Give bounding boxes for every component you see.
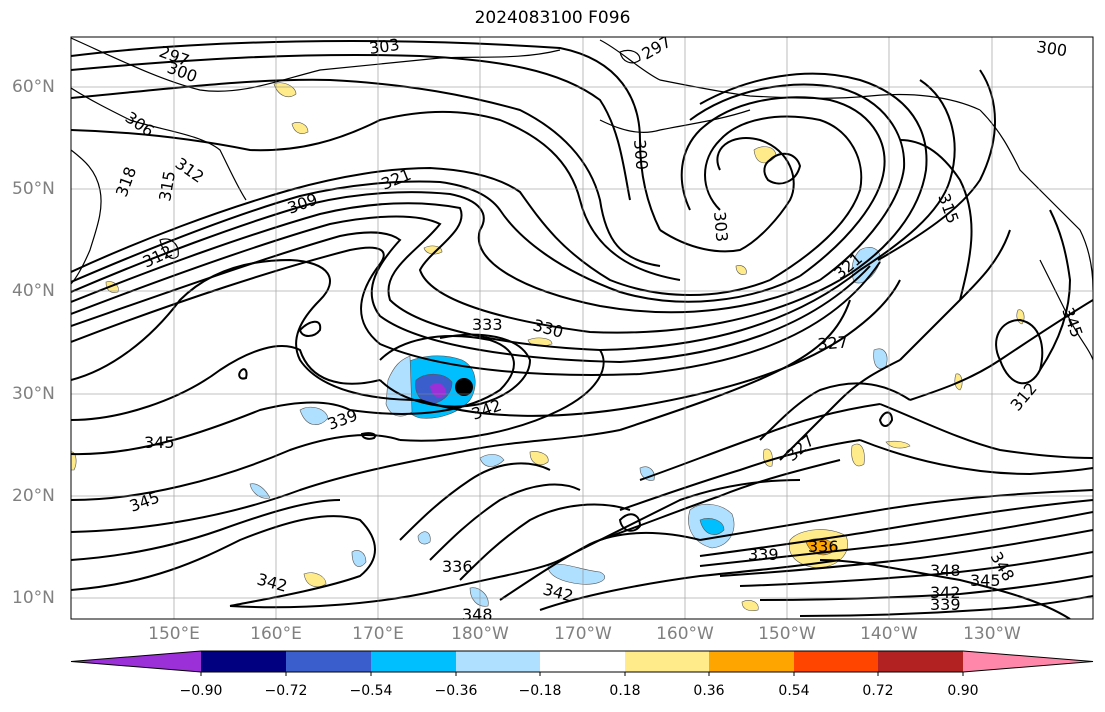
contour-label: 336 [442,557,473,576]
map-content: 297 300 303 297 300 306 312 318 315 309 … [71,32,1093,624]
colorbar-tick-label: −0.36 [434,683,478,699]
lon-label: 140°W [860,624,918,644]
contour-label: 339 [930,595,961,614]
contour-label: 342 [541,580,575,606]
colorbar-segment [709,651,794,672]
lon-label: 170°W [554,624,612,644]
contour-label: 342 [930,583,961,602]
contour-label: 348 [930,561,961,580]
plot-frame [70,36,1094,620]
contour-label: 309 [285,189,320,217]
lon-label: 150°W [758,624,816,644]
colorbar-segment [878,651,963,672]
colorbar-tick-label: −0.18 [518,683,562,699]
colorbar-segment [540,651,625,672]
contour-label: 303 [710,211,732,243]
colorbar-tick-label: 0.36 [693,683,725,699]
lat-label: 30°N [12,384,55,404]
contour-label: 312 [1007,379,1041,415]
cyclone-center-marker [455,378,473,396]
contour-label: 336 [808,537,839,556]
contour-label: 345 [144,433,175,452]
colorbar-tick-label: −0.72 [264,683,308,699]
colorbar-segment [201,651,286,672]
contour-label: 327 [817,332,849,354]
lat-label: 20°N [12,486,55,506]
lat-label: 60°N [12,77,55,97]
contour-label: 315 [155,169,179,202]
contour-label: 300 [1035,37,1068,60]
contour-labels: 297 300 303 297 300 306 312 318 315 309 … [112,32,1087,624]
contour-label: 339 [325,405,360,433]
map-title: 2024083100 F096 [474,8,631,28]
contour-label: 342 [469,395,504,423]
colorbar-segment [456,651,540,672]
lon-label: 170°E [352,624,404,644]
lon-label: 150°E [148,624,200,644]
colorbar-segment [286,651,371,672]
lat-label: 50°N [12,179,55,199]
contour-label: 300 [165,58,200,86]
contour-label: 345 [127,487,162,515]
colorbar-tick-label: 0.72 [862,683,894,699]
lon-label: 130°W [963,624,1021,644]
colorbar-tick-label: 0.90 [947,683,979,699]
contour-label: 327 [782,431,818,465]
colorbar-extend-low [71,651,201,672]
lon-label: 160°W [656,624,714,644]
contour-label: 345 [1058,305,1086,340]
lon-label: 180°W [451,624,509,644]
colorbar [70,650,1094,676]
colorbar-segment [794,651,878,672]
contour-label: 297 [639,32,675,64]
lon-label: 160°E [250,624,302,644]
contour-label: 348 [462,605,493,624]
colorbar-tick-label: 0.18 [609,683,641,699]
isentrope-contours [71,40,1093,619]
contour-label: 300 [630,139,652,171]
colorbar-tick-label: −0.90 [179,683,223,699]
contour-label: 342 [255,570,289,596]
contour-label: 345 [970,571,1001,590]
lat-label: 40°N [12,281,55,301]
contour-label: 312 [140,241,176,271]
contour-label: 333 [472,315,503,334]
lat-label: 10°N [12,588,55,608]
graticule [71,37,1093,619]
contour-label: 339 [748,545,779,564]
colorbar-extend-high [963,651,1093,672]
colorbar-tick-label: −0.54 [349,683,393,699]
contour-label: 318 [112,164,140,199]
colorbar-segment [625,651,709,672]
colorbar-segment [371,651,456,672]
colorbar-tick-label: 0.54 [778,683,810,699]
contour-label: 303 [368,35,401,58]
